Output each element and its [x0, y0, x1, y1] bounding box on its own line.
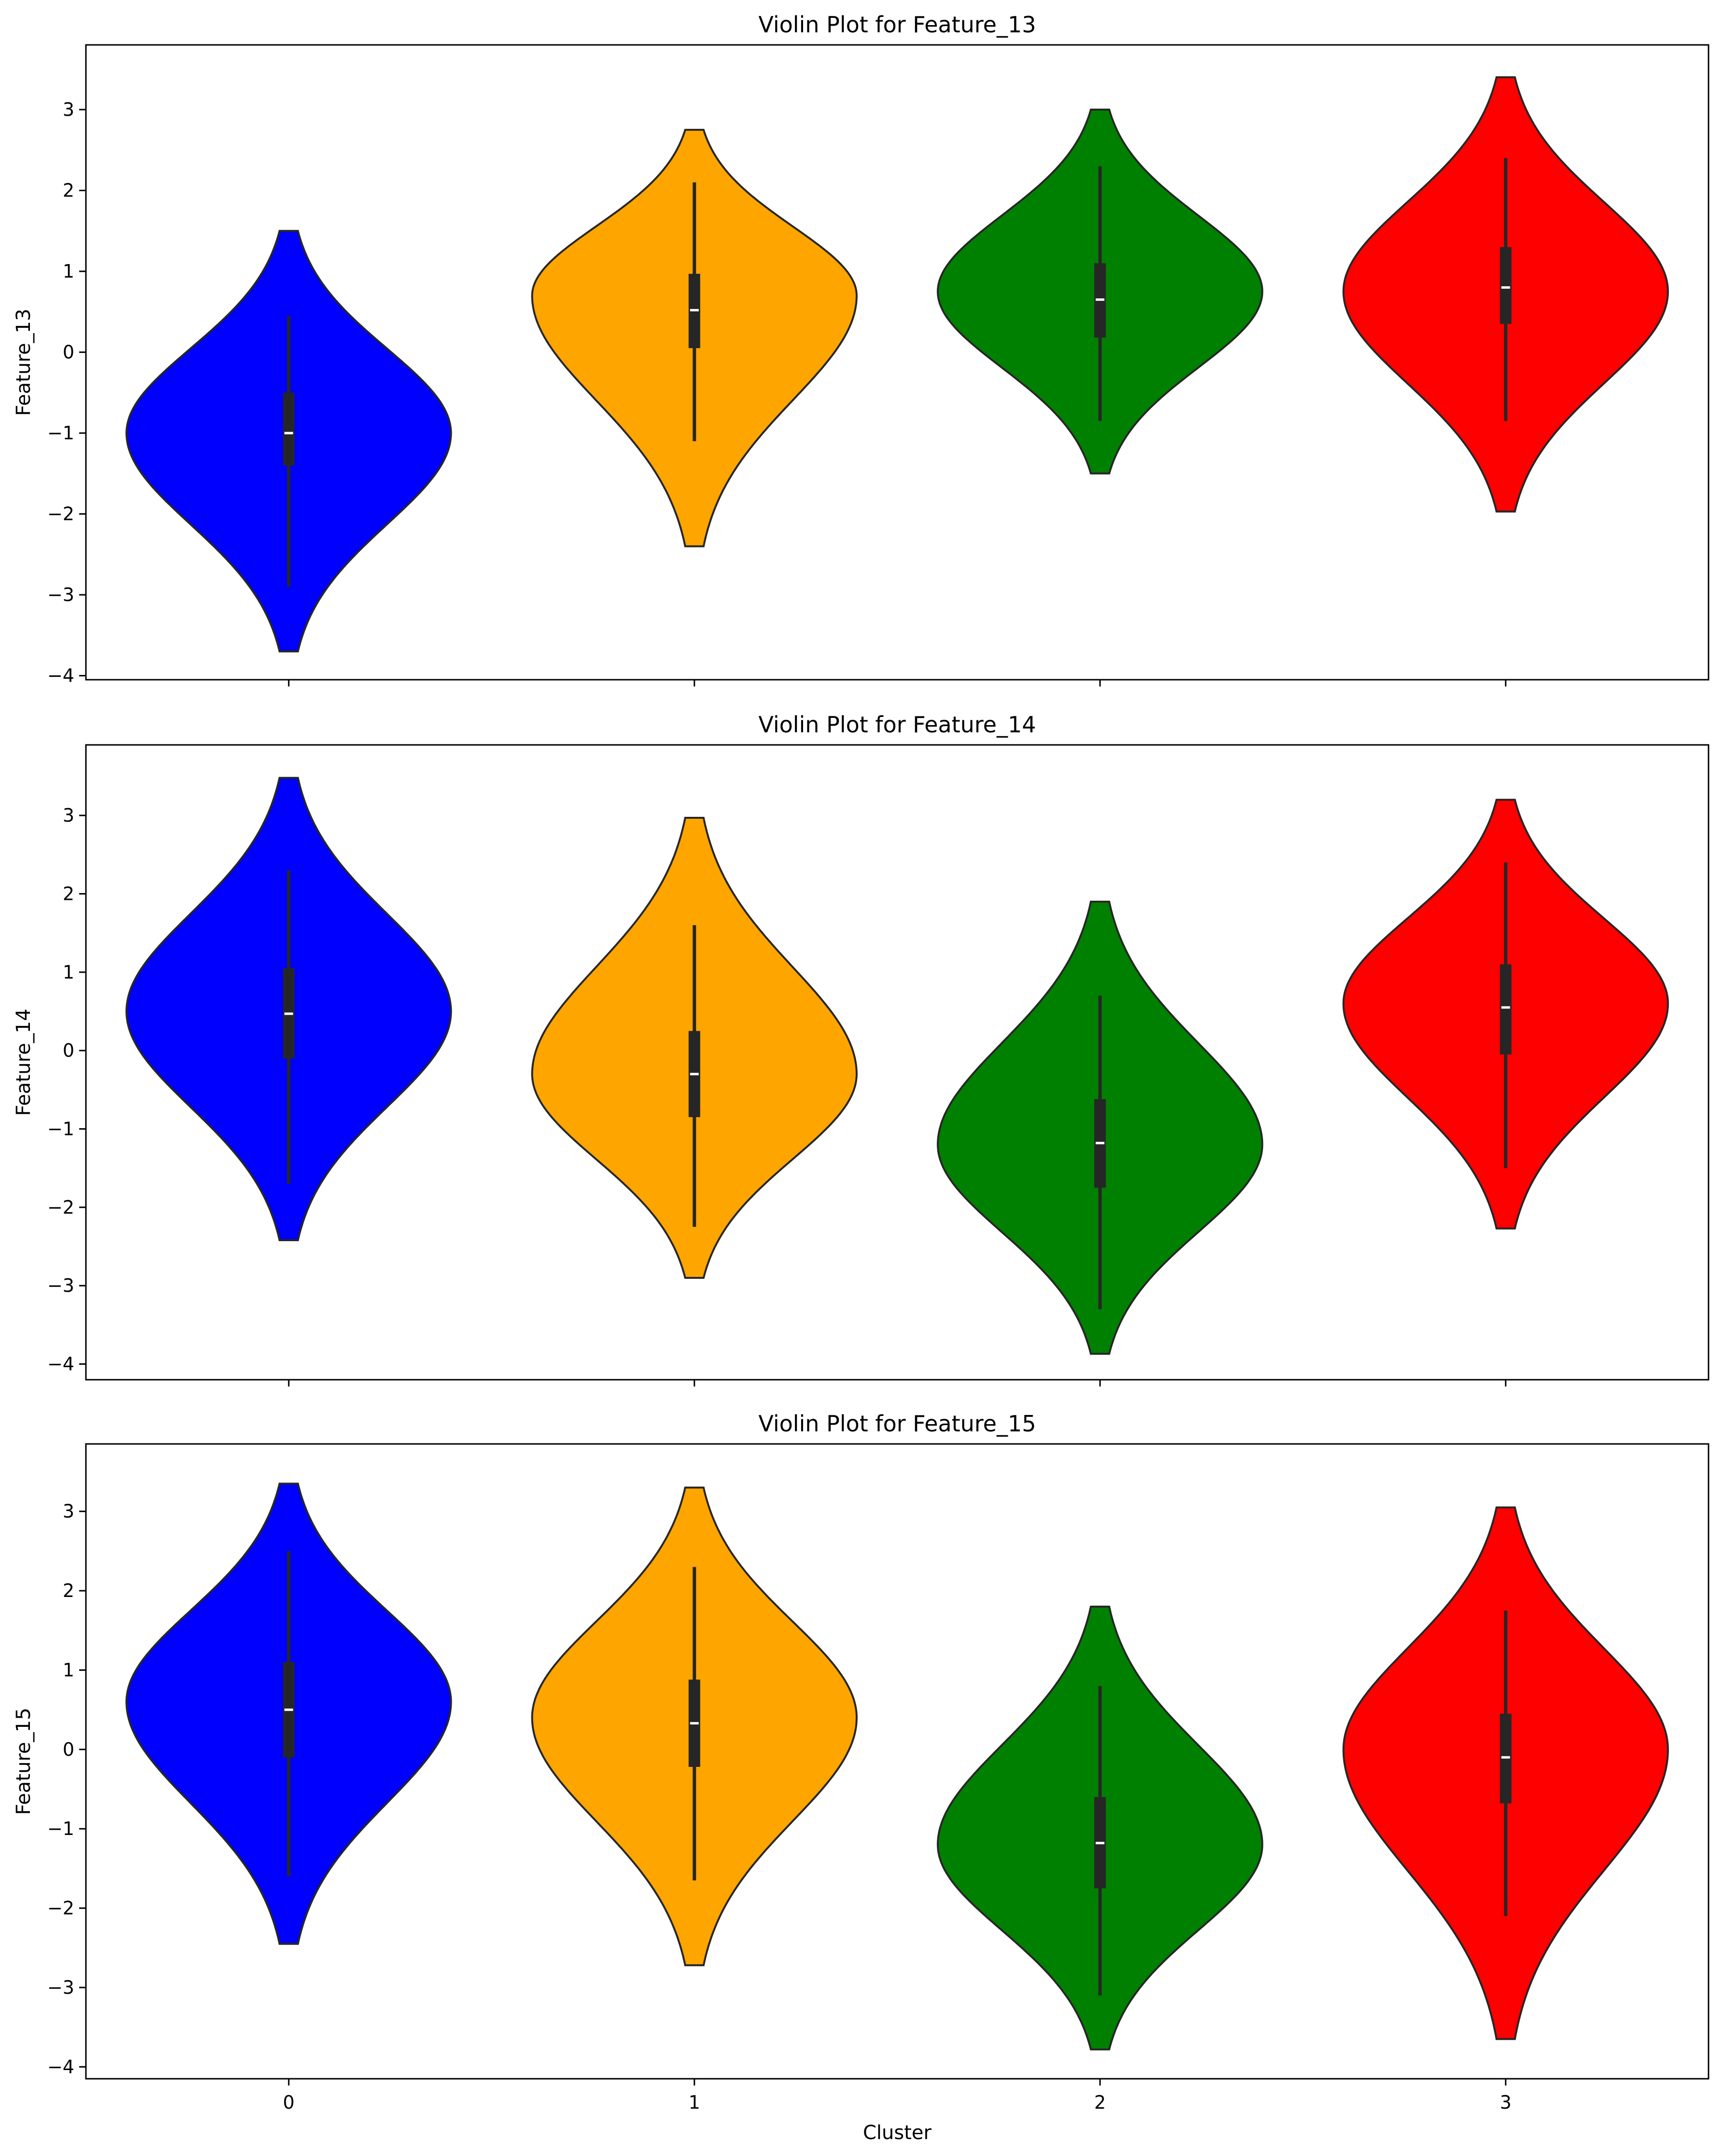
- y-tick-label: 2: [63, 180, 74, 201]
- y-tick-label: 2: [63, 1580, 74, 1601]
- y-tick-label: −4: [47, 1354, 74, 1375]
- y-axis-label: Feature_13: [13, 308, 35, 416]
- y-axis-label: Feature_15: [13, 1708, 35, 1815]
- y-tick-label: 2: [63, 883, 74, 904]
- y-tick-label: −3: [47, 1275, 74, 1296]
- y-tick-label: −2: [47, 1898, 74, 1919]
- iqr-box-cluster-0: [283, 392, 295, 466]
- subplot-3: −4 −3 −2 −1 0 1 2 3 0 1 2 3 Violin Plot for Feature_…: [13, 1411, 1709, 2144]
- y-tick-label: 1: [63, 962, 74, 983]
- y-tick-label: 1: [63, 261, 74, 282]
- plot-frame-2: [85, 744, 1709, 1381]
- x-tick-label: 0: [283, 2092, 294, 2113]
- y-tick-label: −4: [47, 2056, 74, 2077]
- y-tick-label: −2: [47, 504, 74, 525]
- plot-frame-1: [85, 44, 1709, 681]
- subplot-1: −4 −3 −2 −1 0 1 2 3 Violin Plot for Feature_13 Fe…: [13, 12, 1709, 686]
- y-tick-label: −1: [47, 422, 74, 444]
- x-tick-label: 1: [689, 2092, 700, 2113]
- y-tick-label: 3: [63, 99, 74, 120]
- iqr-box-cluster-3: [1500, 964, 1512, 1055]
- y-tick-label: 1: [63, 1659, 74, 1680]
- y-tick-label: 3: [63, 805, 74, 826]
- y-tick-label: −1: [47, 1818, 74, 1839]
- y-tick-label: −3: [47, 1977, 74, 1998]
- y-tick-label: −3: [47, 584, 74, 605]
- x-axis-label: Cluster: [863, 2122, 932, 2144]
- iqr-box-cluster-3: [1500, 247, 1512, 324]
- y-tick-label: −1: [47, 1118, 74, 1139]
- panel-title: Violin Plot for Feature_15: [758, 1411, 1036, 1437]
- y-tick-label: 3: [63, 1501, 74, 1522]
- y-tick-label: 0: [63, 342, 74, 363]
- panel-title: Violin Plot for Feature_13: [758, 12, 1036, 38]
- y-tick-label: 0: [63, 1739, 74, 1760]
- x-tick-label: 2: [1094, 2092, 1106, 2113]
- y-tick-label: −2: [47, 1197, 74, 1218]
- panel-title: Violin Plot for Feature_14: [758, 712, 1036, 738]
- y-axis-label: Feature_14: [13, 1008, 35, 1116]
- x-tick-label: 3: [1500, 2092, 1512, 2113]
- y-tick-label: 0: [63, 1040, 74, 1061]
- y-tick-label: −4: [47, 665, 74, 686]
- plot-frame-3: [85, 1443, 1709, 2080]
- subplot-2: −4 −3 −2 −1 0 1 2 3 Violin Plot for Feature_14 Fe…: [13, 712, 1709, 1386]
